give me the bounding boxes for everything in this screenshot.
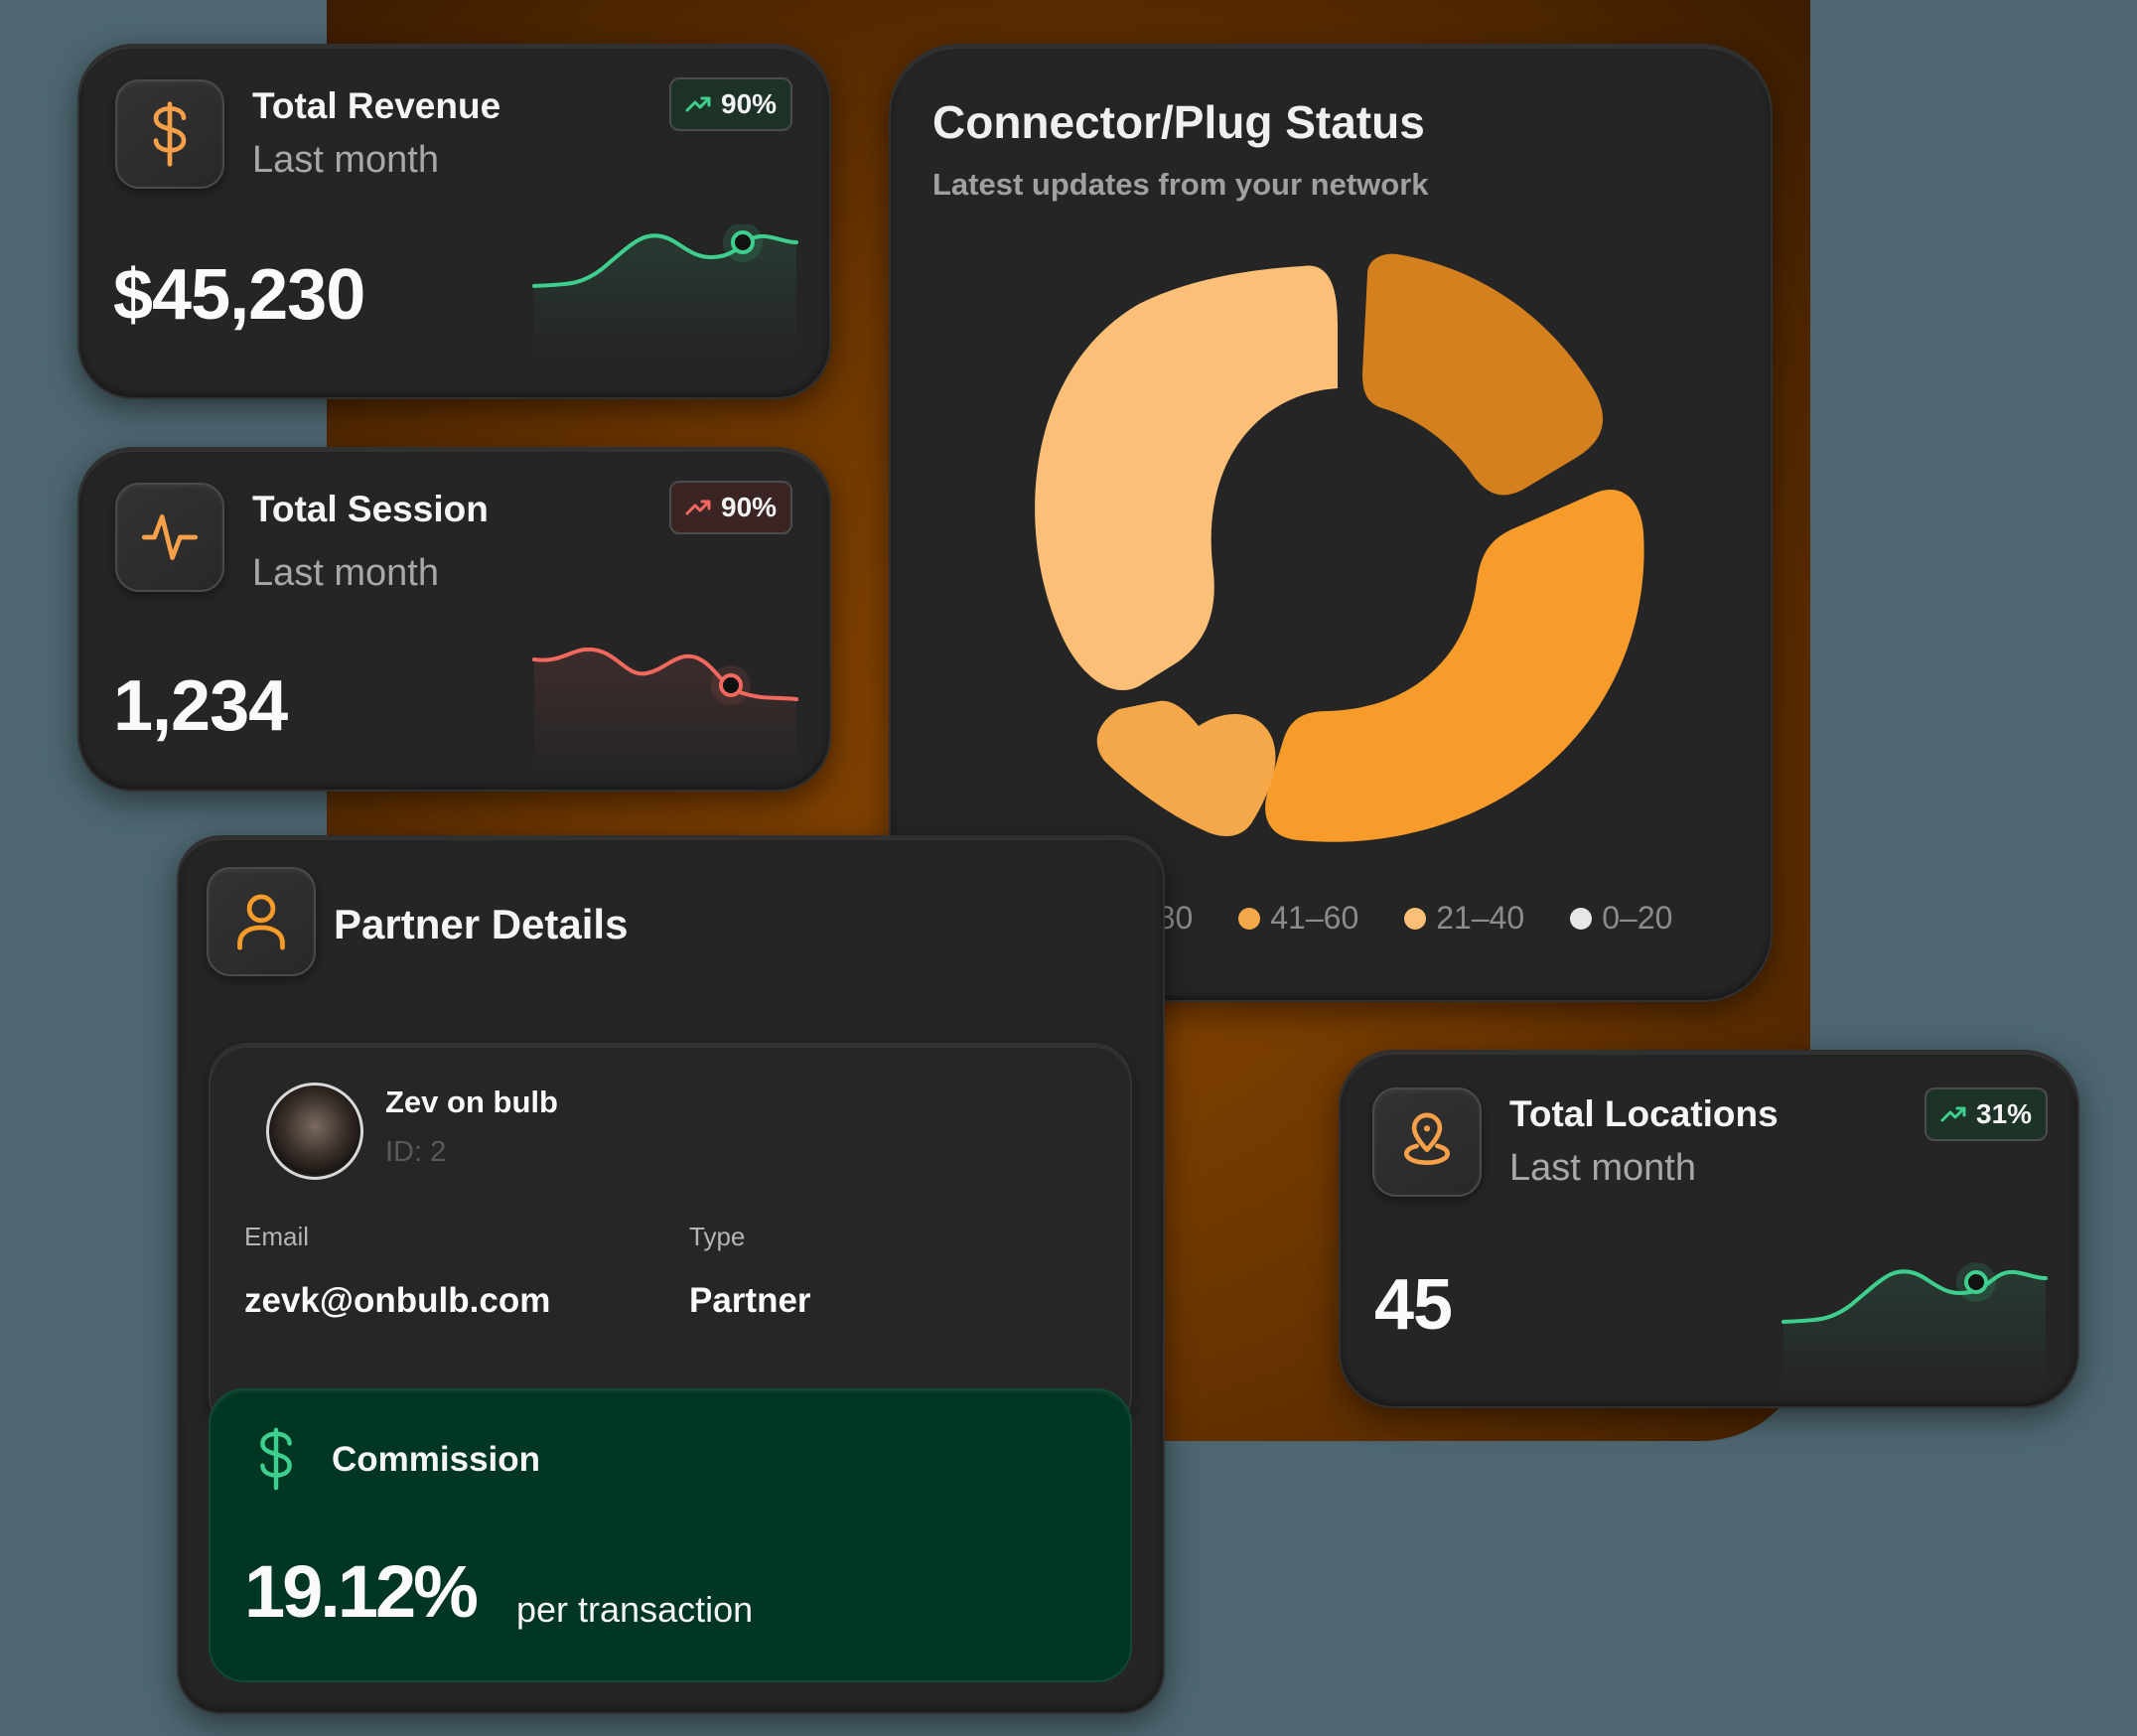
email-label: Email [244,1222,310,1251]
commission-panel: Commission 19.12% per transaction [209,1388,1132,1682]
legend-item-0-20: 0–20 [1602,900,1673,936]
revenue-badge-value: 90% [721,88,778,119]
legend-dot-0-20 [1570,907,1593,930]
revenue-value: $45,230 [113,255,365,335]
locations-subtitle: Last month [1509,1147,1696,1189]
commission-value: 19.12% [244,1550,479,1633]
session-icon-box [115,483,224,592]
donut-segment-small [1096,700,1276,836]
donut-segment-21-40 [1035,265,1338,690]
trend-up-icon [685,96,711,112]
session-sparkline [532,648,798,777]
legend-item-41-60: 41–60 [1270,900,1359,936]
revenue-trend-badge: 90% [669,77,793,131]
legend-dot-41-60 [1238,907,1261,930]
session-title: Total Session [252,489,489,529]
revenue-icon-box [115,79,224,189]
dollar-icon [153,101,187,167]
partner-icon-box [207,867,316,976]
commission-unit: per transaction [516,1589,754,1630]
partner-details-card: Partner Details Zev on bulb ID: 2 Email … [177,835,1165,1714]
location-pin-icon [1404,1112,1450,1165]
locations-title: Total Locations [1509,1093,1779,1134]
partner-id: ID: 2 [385,1136,447,1168]
donut-chart[interactable] [1000,244,1645,890]
type-value: Partner [689,1281,811,1320]
locations-sparkline [1781,1262,2048,1389]
revenue-subtitle: Last month [252,139,439,181]
trend-up-icon [1940,1106,1966,1122]
legend-item-21-40: 21–40 [1436,900,1525,936]
pulse-icon [141,514,199,560]
commission-label: Commission [332,1440,541,1479]
chart-title: Connector/Plug Status [932,96,1425,148]
locations-trend-badge: 31% [1924,1087,2049,1141]
dollar-icon [260,1427,292,1491]
partner-name: Zev on bulb [385,1085,558,1119]
donut-segment-41-60 [1265,489,1644,842]
user-icon [237,894,285,950]
session-trend-badge: 90% [669,481,793,534]
total-revenue-card[interactable]: Total Revenue Last month 90% $45,230 [77,44,831,399]
session-value: 1,234 [113,666,288,746]
chart-legend: -80 41–60 21–40 0–20 [1147,900,1672,937]
session-subtitle: Last month [252,552,439,594]
session-badge-value: 90% [721,492,778,522]
partner-info-panel: Zev on bulb ID: 2 Email zevk@onbulb.com … [209,1043,1132,1436]
locations-value: 45 [1374,1265,1453,1345]
legend-dot-21-40 [1404,907,1427,930]
revenue-title: Total Revenue [252,85,501,126]
trend-up-icon [685,500,711,515]
avatar [266,1083,363,1180]
revenue-sparkline [532,224,798,354]
partner-details-title: Partner Details [334,901,629,947]
locations-icon-box [1372,1087,1482,1197]
email-value[interactable]: zevk@onbulb.com [244,1281,551,1320]
type-label: Type [689,1222,746,1251]
total-locations-card[interactable]: Total Locations Last month 31% 45 [1339,1050,2079,1408]
chart-subtitle: Latest updates from your network [932,167,1429,202]
donut-segment-61-80 [1362,253,1604,496]
total-session-card[interactable]: Total Session Last month 90% 1,234 [77,447,831,792]
locations-badge-value: 31% [1976,1098,2033,1129]
